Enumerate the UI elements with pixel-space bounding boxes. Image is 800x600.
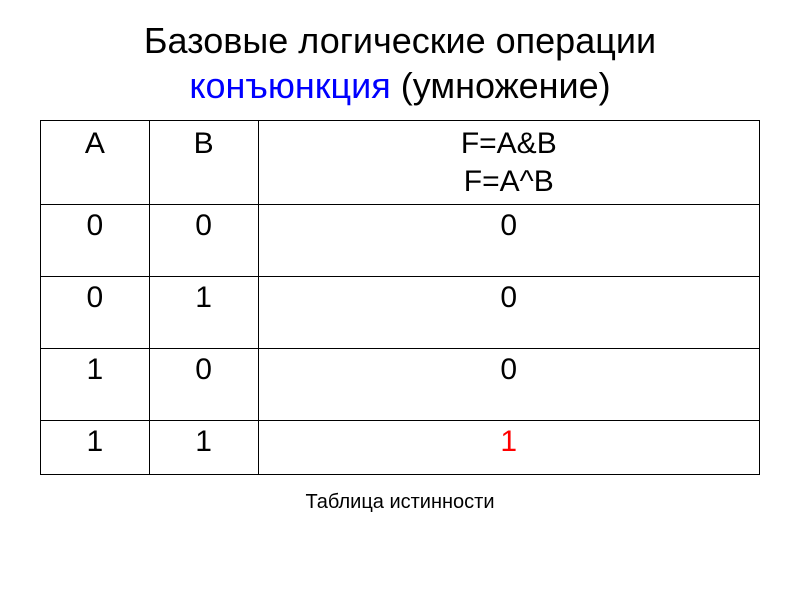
table-caption: Таблица истинности bbox=[30, 491, 770, 514]
table-row: 0 0 0 bbox=[41, 205, 760, 277]
cell-b: 1 bbox=[149, 277, 258, 349]
cell-a: 1 bbox=[41, 421, 150, 475]
cell-f: 0 bbox=[258, 349, 759, 421]
truth-table: A B F=A&B F=A^B 0 0 0 0 1 0 1 0 0 1 1 1 bbox=[40, 120, 760, 475]
title-line1: Базовые логические операции bbox=[144, 20, 656, 61]
cell-a: 0 bbox=[41, 205, 150, 277]
title-line2-rest: (умножение) bbox=[391, 65, 611, 106]
cell-f: 1 bbox=[258, 421, 759, 475]
cell-b: 0 bbox=[149, 205, 258, 277]
cell-b: 0 bbox=[149, 349, 258, 421]
col-header-f-line2: F=A^B bbox=[464, 165, 554, 198]
table-header-row: A B F=A&B F=A^B bbox=[41, 121, 760, 205]
cell-a: 0 bbox=[41, 277, 150, 349]
slide-title: Базовые логические операции конъюнкция (… bbox=[30, 18, 770, 108]
col-header-b: B bbox=[149, 121, 258, 205]
cell-a: 1 bbox=[41, 349, 150, 421]
table-row: 1 0 0 bbox=[41, 349, 760, 421]
cell-f: 0 bbox=[258, 277, 759, 349]
title-highlight: конъюнкция bbox=[189, 65, 390, 106]
cell-f: 0 bbox=[258, 205, 759, 277]
table-row: 1 1 1 bbox=[41, 421, 760, 475]
col-header-f: F=A&B F=A^B bbox=[258, 121, 759, 205]
table-row: 0 1 0 bbox=[41, 277, 760, 349]
col-header-a: A bbox=[41, 121, 150, 205]
slide-container: Базовые логические операции конъюнкция (… bbox=[0, 0, 800, 600]
col-header-f-line1: F=A&B bbox=[461, 127, 557, 160]
cell-b: 1 bbox=[149, 421, 258, 475]
